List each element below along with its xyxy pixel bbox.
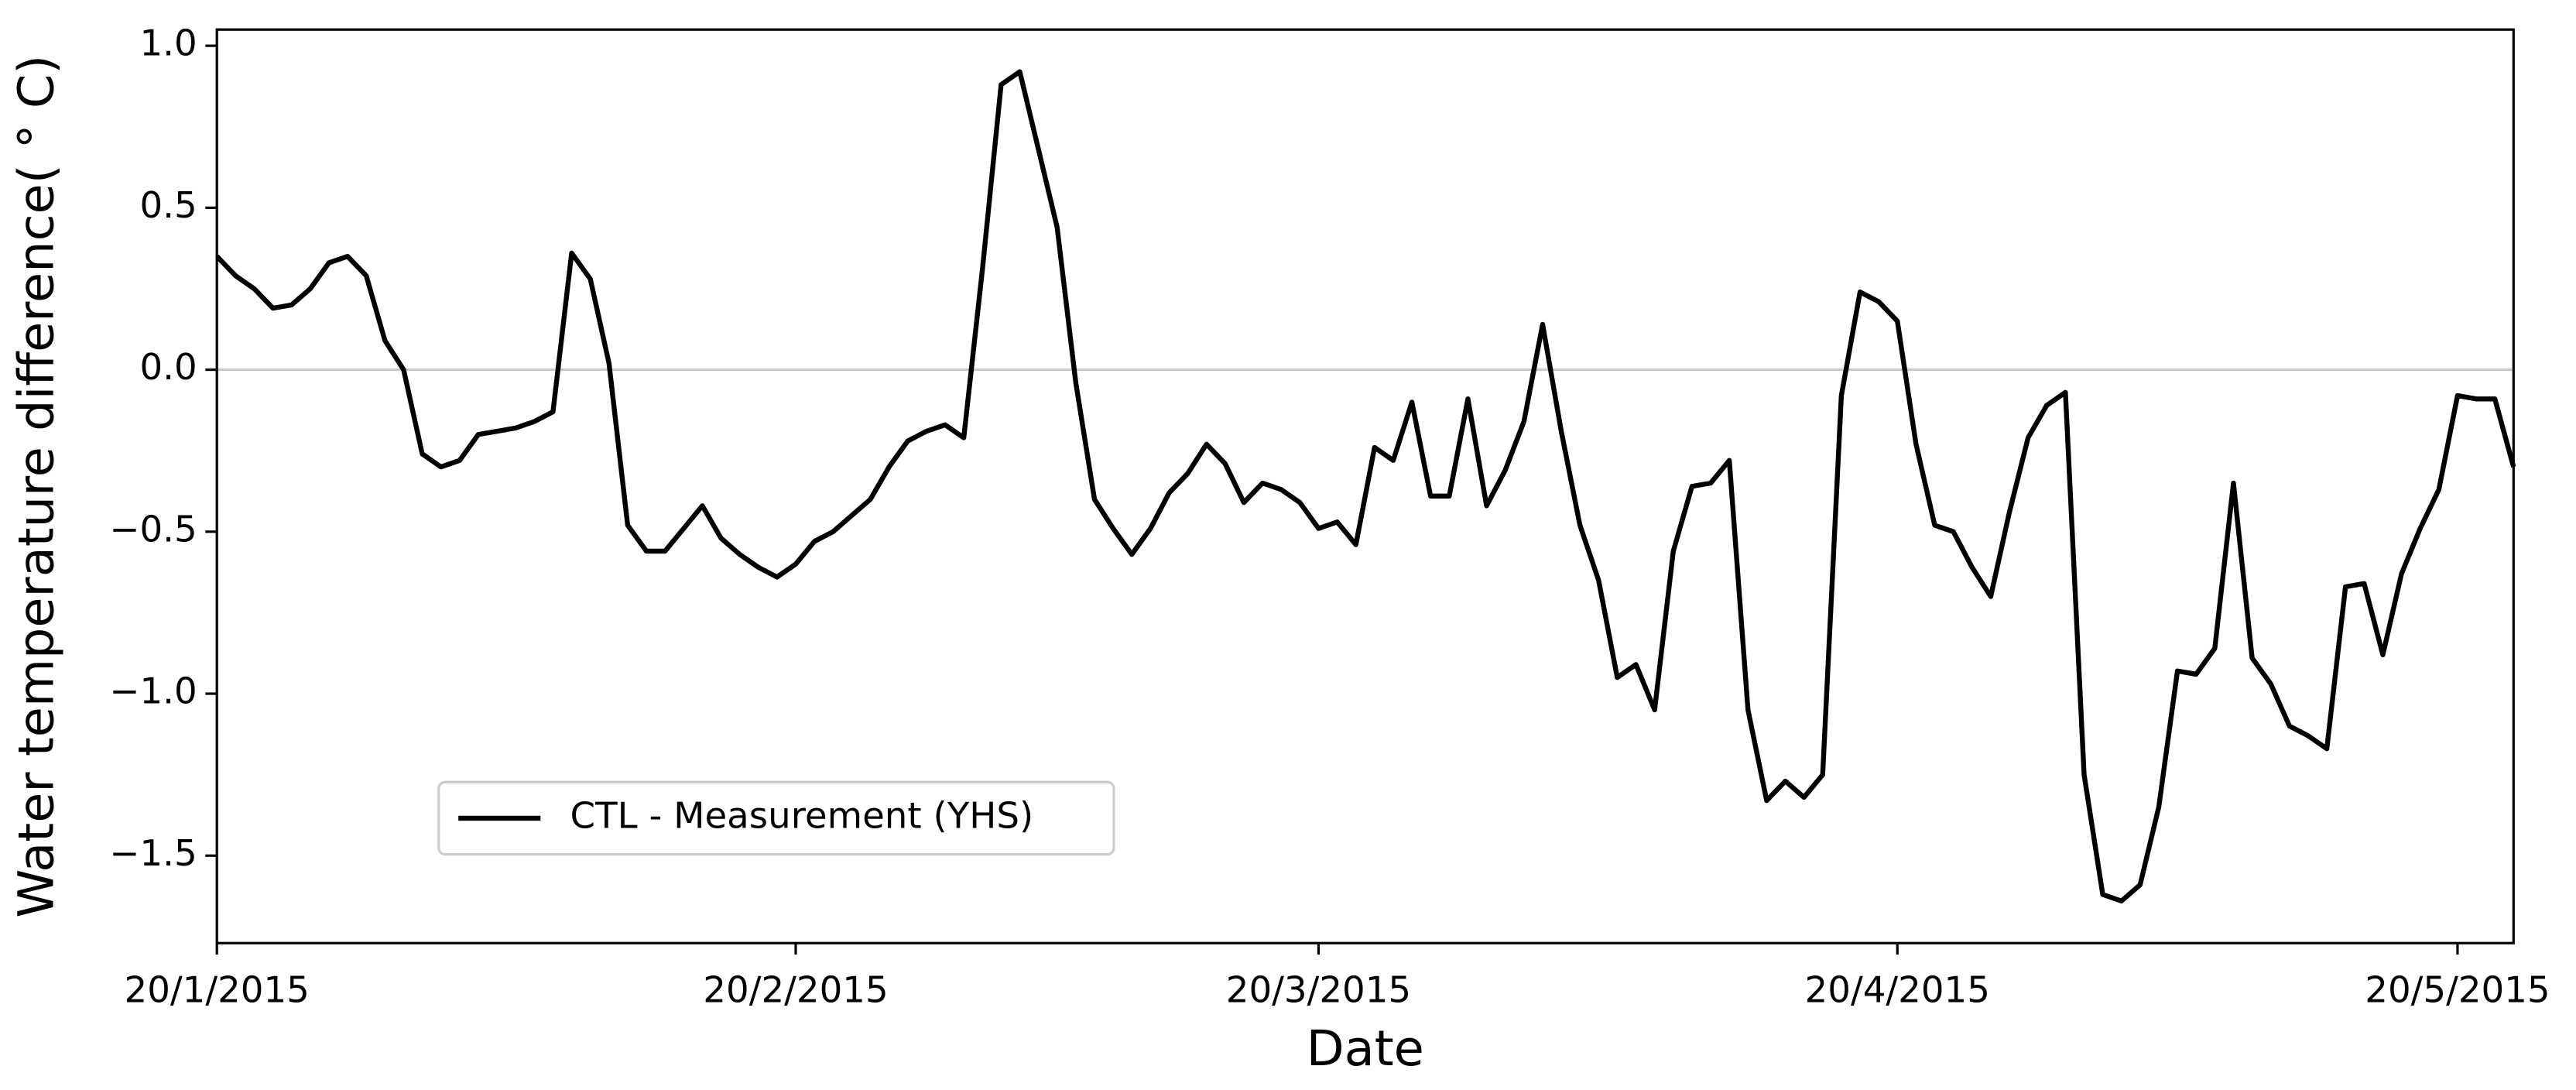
legend-label: CTL - Measurement (YHS) [570,795,1034,837]
plot-frame [215,28,2515,944]
x-axis-label: Date [1307,1020,1424,1078]
y-axis-label: Water temperature difference( ° C) [9,55,66,918]
data-line [214,69,2516,904]
y-tick-label: 0.5 [139,185,197,227]
y-tick-label: −0.5 [109,509,197,550]
y-tick-label: −1.5 [109,833,197,875]
x-tick-label: 20/1/2015 [125,969,310,1011]
legend-box [437,780,1115,856]
y-tick-label: 1.0 [139,23,197,65]
y-tick-label: 0.0 [139,347,197,389]
x-tick-label: 20/5/2015 [2365,969,2550,1011]
x-tick-label: 20/4/2015 [1805,969,1990,1011]
y-tick-label: −1.0 [109,671,197,713]
legend: CTL - Measurement (YHS) [437,780,1115,856]
x-tick-label: 20/2/2015 [703,969,888,1011]
x-tick-label: 20/3/2015 [1226,969,1411,1011]
